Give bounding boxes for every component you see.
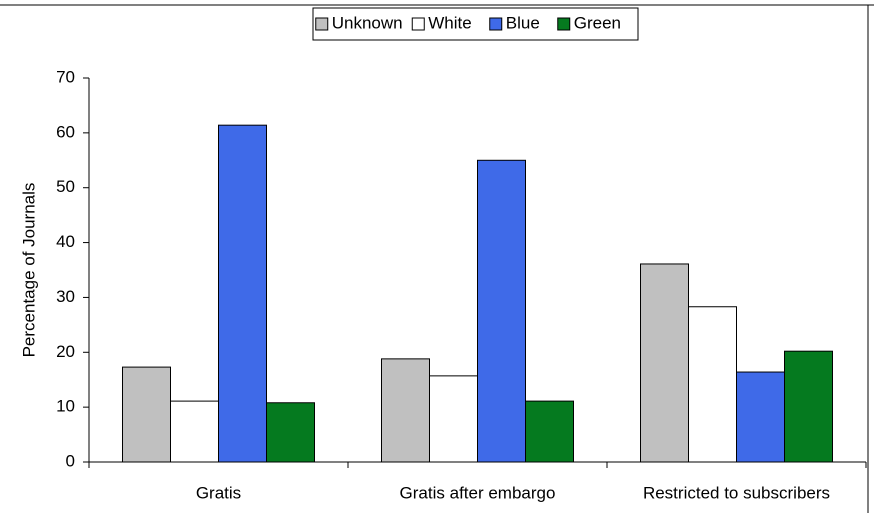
bar <box>122 366 171 463</box>
bar <box>784 350 833 463</box>
bar <box>218 124 267 463</box>
legend-box <box>312 7 639 41</box>
bar <box>688 306 737 463</box>
legend-swatch <box>557 17 571 31</box>
y-tick-label: 20 <box>56 342 75 361</box>
legend-swatch <box>489 17 503 31</box>
bar <box>266 402 315 463</box>
bar <box>525 400 574 463</box>
y-tick-label: 40 <box>56 232 75 251</box>
bar <box>640 263 689 463</box>
bar <box>429 375 478 463</box>
y-axis-label: Percentage of Journals <box>19 183 38 358</box>
x-tick-label: Gratis <box>196 483 241 502</box>
y-tick-label: 60 <box>56 122 75 141</box>
legend-label: Unknown <box>332 13 403 32</box>
bar <box>477 159 526 463</box>
bar <box>736 371 785 463</box>
y-tick-label: 30 <box>56 287 75 306</box>
y-tick-label: 10 <box>56 397 75 416</box>
x-tick-label: Gratis after embargo <box>400 483 556 502</box>
bar <box>170 400 219 463</box>
y-tick-label: 0 <box>66 451 75 470</box>
legend-swatch <box>315 17 329 31</box>
legend-label: Blue <box>506 13 540 32</box>
legend-label: Green <box>574 13 621 32</box>
x-tick-label: Restricted to subscribers <box>643 483 830 502</box>
legend-swatch <box>411 17 425 31</box>
bar <box>381 358 430 463</box>
y-tick-label: 50 <box>56 177 75 196</box>
y-tick-label: 70 <box>56 67 75 86</box>
legend-label: White <box>428 13 471 32</box>
